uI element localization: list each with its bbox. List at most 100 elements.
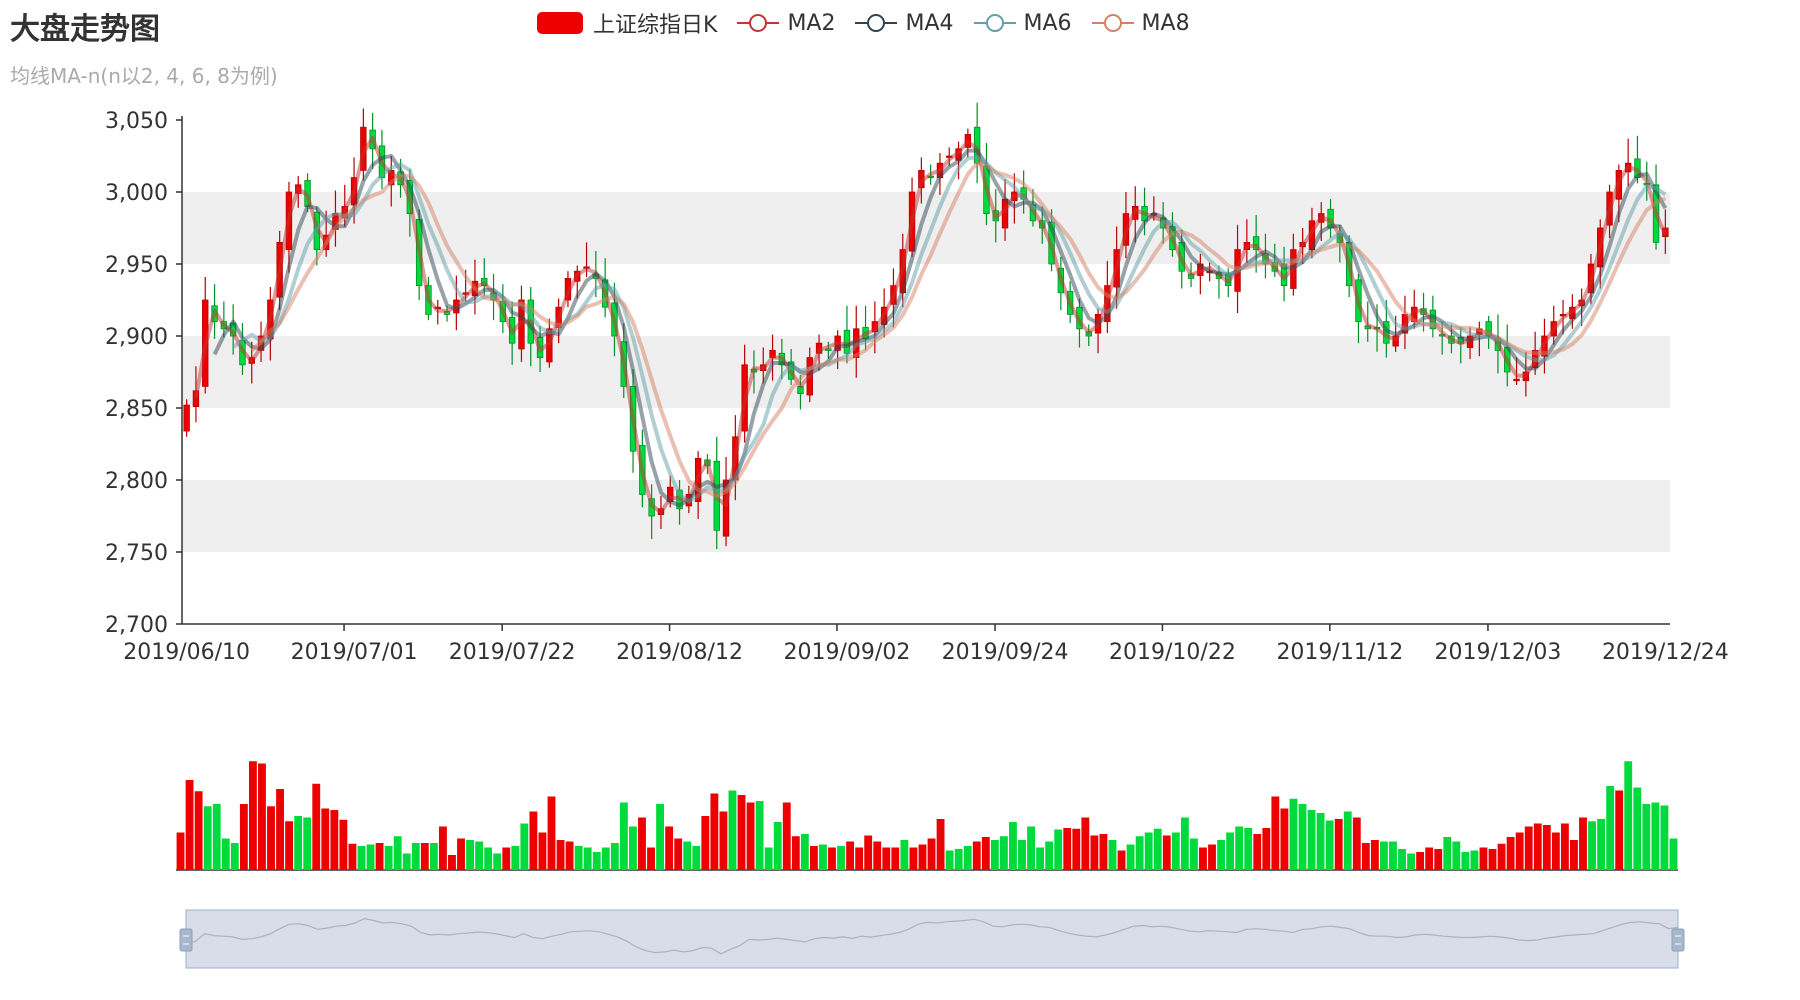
volume-bar: [909, 847, 918, 870]
volume-bar: [484, 847, 493, 870]
volume-bar: [1560, 823, 1569, 870]
volume-bar: [1018, 840, 1026, 870]
volume-bar: [429, 843, 438, 870]
volume-bar: [230, 843, 239, 870]
volume-bar: [1090, 835, 1099, 870]
volume-bar: [1479, 847, 1488, 870]
volume-bar: [366, 844, 375, 870]
volume-bar: [466, 840, 474, 870]
volume-bar: [1398, 849, 1406, 870]
volume-bar: [1280, 808, 1289, 870]
volume-bar: [1488, 849, 1497, 870]
volume-bar: [248, 761, 257, 870]
x-tick-label: 2019/09/24: [942, 640, 1069, 665]
volume-bar: [1642, 804, 1651, 870]
split-band: [182, 336, 1670, 408]
volume-bar: [972, 841, 981, 870]
legend-item-ma4[interactable]: MA4: [855, 9, 954, 37]
volume-bar: [1226, 832, 1235, 870]
volume-bar: [809, 846, 818, 870]
volume-bar: [791, 836, 800, 870]
volume-bar: [511, 846, 520, 870]
volume-bar: [258, 763, 266, 870]
volume-bar: [1054, 829, 1063, 870]
zoom-window: [185, 909, 1679, 969]
volume-bar: [1624, 761, 1633, 870]
volume-bar: [221, 838, 230, 870]
volume-bar: [683, 841, 692, 870]
volume-bar: [1171, 832, 1180, 870]
volume-bar: [846, 841, 855, 870]
volume-bar: [294, 816, 303, 870]
x-tick-label: 2019/06/10: [123, 640, 250, 665]
volume-bar: [981, 837, 990, 870]
volume-bar: [448, 855, 456, 870]
volume-bar: [357, 846, 366, 870]
y-tick-label: 2,800: [105, 469, 168, 494]
volume-bar: [1334, 819, 1343, 870]
legend-label-ma8: MA8: [1141, 10, 1190, 36]
volume-bar: [1434, 849, 1443, 870]
volume-bar: [647, 847, 655, 870]
volume-bar: [1135, 836, 1144, 870]
volume-bar: [999, 836, 1008, 870]
volume-bar: [1027, 826, 1035, 870]
volume-bar: [882, 847, 891, 870]
volume-bar: [1099, 834, 1108, 870]
volume-bar: [665, 826, 674, 870]
volume-bar: [1352, 817, 1361, 870]
volume-bar: [1606, 786, 1615, 870]
legend-item-kline[interactable]: 上证综指日K: [535, 7, 717, 39]
volume-bar: [764, 847, 773, 870]
volume-bar: [1244, 828, 1253, 870]
volume-bar: [1470, 850, 1479, 870]
chart-subtitle: 均线MA-n(n以2, 4, 6, 8为例): [10, 64, 278, 88]
date-x-axis: 2019/06/10 2019/07/01 2019/07/22 2019/08/12…: [123, 623, 1729, 665]
legend-item-ma2[interactable]: MA2: [737, 9, 835, 37]
x-tick-label: 2019/12/24: [1602, 640, 1729, 665]
ma2-line-icon: [737, 14, 780, 32]
ma8-line: [250, 161, 1667, 499]
zoom-handle-right[interactable]: [1671, 928, 1685, 952]
volume-bar: [1651, 802, 1660, 870]
volume-bar: [819, 844, 827, 870]
volume-bar: [963, 846, 972, 870]
volume-bar: [1380, 841, 1388, 870]
volume-bar: [502, 847, 511, 870]
volume-bar: [1009, 822, 1017, 870]
volume-bar: [1072, 828, 1081, 870]
volume-bar: [1036, 847, 1045, 870]
legend-item-ma6[interactable]: MA6: [973, 9, 1072, 37]
volume-bar: [457, 838, 465, 870]
y-tick-label: 2,950: [105, 253, 168, 278]
volume-bar: [610, 843, 619, 870]
data-zoom-slider[interactable]: [179, 909, 1685, 969]
volume-bar: [1452, 841, 1461, 870]
y-tick-label: 3,050: [105, 109, 168, 134]
volume-bar: [1361, 843, 1370, 870]
volume-bar: [1325, 820, 1334, 870]
y-tick-label: 2,900: [105, 325, 168, 350]
volume-bar: [556, 840, 565, 870]
legend-item-ma8[interactable]: MA8: [1091, 9, 1190, 37]
volume-bar: [1081, 817, 1090, 870]
volume-bar: [520, 823, 529, 870]
volume-bar: [1117, 850, 1126, 870]
volume-bar: [547, 796, 556, 870]
zoom-handle-left[interactable]: [179, 928, 193, 952]
volume-bar: [1597, 819, 1606, 870]
volume-bar: [1533, 823, 1542, 870]
volume-bar: [203, 806, 212, 870]
volume-bar: [737, 795, 746, 870]
legend-label-ma4: MA4: [905, 10, 954, 36]
volume-bar: [330, 810, 339, 870]
volume-bar: [837, 846, 845, 870]
volume-bar: [1633, 787, 1642, 870]
volume-bar: [194, 791, 203, 870]
volume-bar: [565, 841, 574, 870]
volume-bar: [656, 804, 665, 870]
volume-bar: [1217, 840, 1225, 870]
volume-bar: [1235, 826, 1244, 870]
volume-bar: [1370, 840, 1379, 870]
volume-bar: [1189, 838, 1198, 870]
